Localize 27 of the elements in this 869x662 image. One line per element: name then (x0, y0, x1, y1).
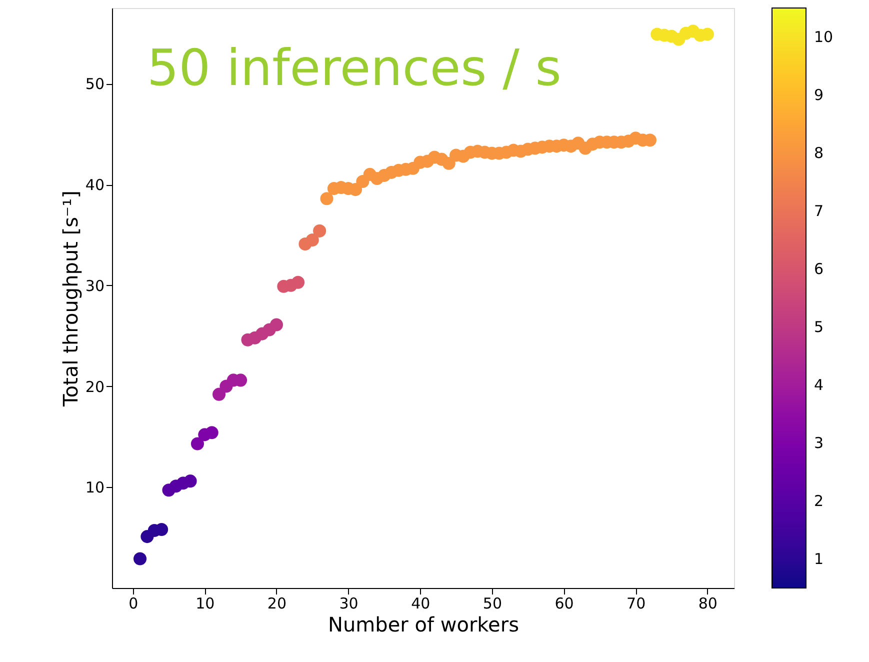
color-bar-label: 9 (814, 86, 824, 104)
y-tick-label: 50 (85, 75, 104, 94)
color-bar-label: 7 (814, 202, 824, 220)
color-bar-label: 3 (814, 434, 824, 452)
x-tick-label: 70 (626, 594, 646, 612)
x-tick-label: 10 (196, 594, 215, 612)
x-tick-label: 80 (698, 594, 718, 612)
x-tick-label: 0 (128, 594, 138, 612)
color-bar-label: 6 (814, 260, 824, 278)
x-tick-label: 40 (411, 594, 430, 612)
y-tick-label: 10 (85, 478, 104, 497)
y-axis-title: Total throughput [s⁻¹] (58, 190, 82, 408)
x-tick-label: 60 (554, 594, 574, 612)
color-bar-label: 1 (814, 550, 824, 568)
color-bar-label: 8 (814, 144, 824, 162)
color-bar-label: 10 (814, 28, 834, 46)
y-tick-label: 20 (85, 378, 104, 396)
x-tick-label: 50 (482, 594, 502, 612)
x-axis-title: Number of workers (328, 612, 519, 636)
y-tick-label: 30 (85, 276, 104, 295)
x-tick-label: 20 (267, 594, 287, 612)
x-tick-label: 30 (339, 594, 358, 612)
color-bar-label: 4 (814, 376, 824, 394)
y-tick-label: 40 (85, 176, 104, 194)
annotation: 50 inferences / s (147, 39, 562, 97)
color-bar-label: 2 (814, 492, 824, 510)
color-bar-label: 5 (814, 318, 824, 336)
